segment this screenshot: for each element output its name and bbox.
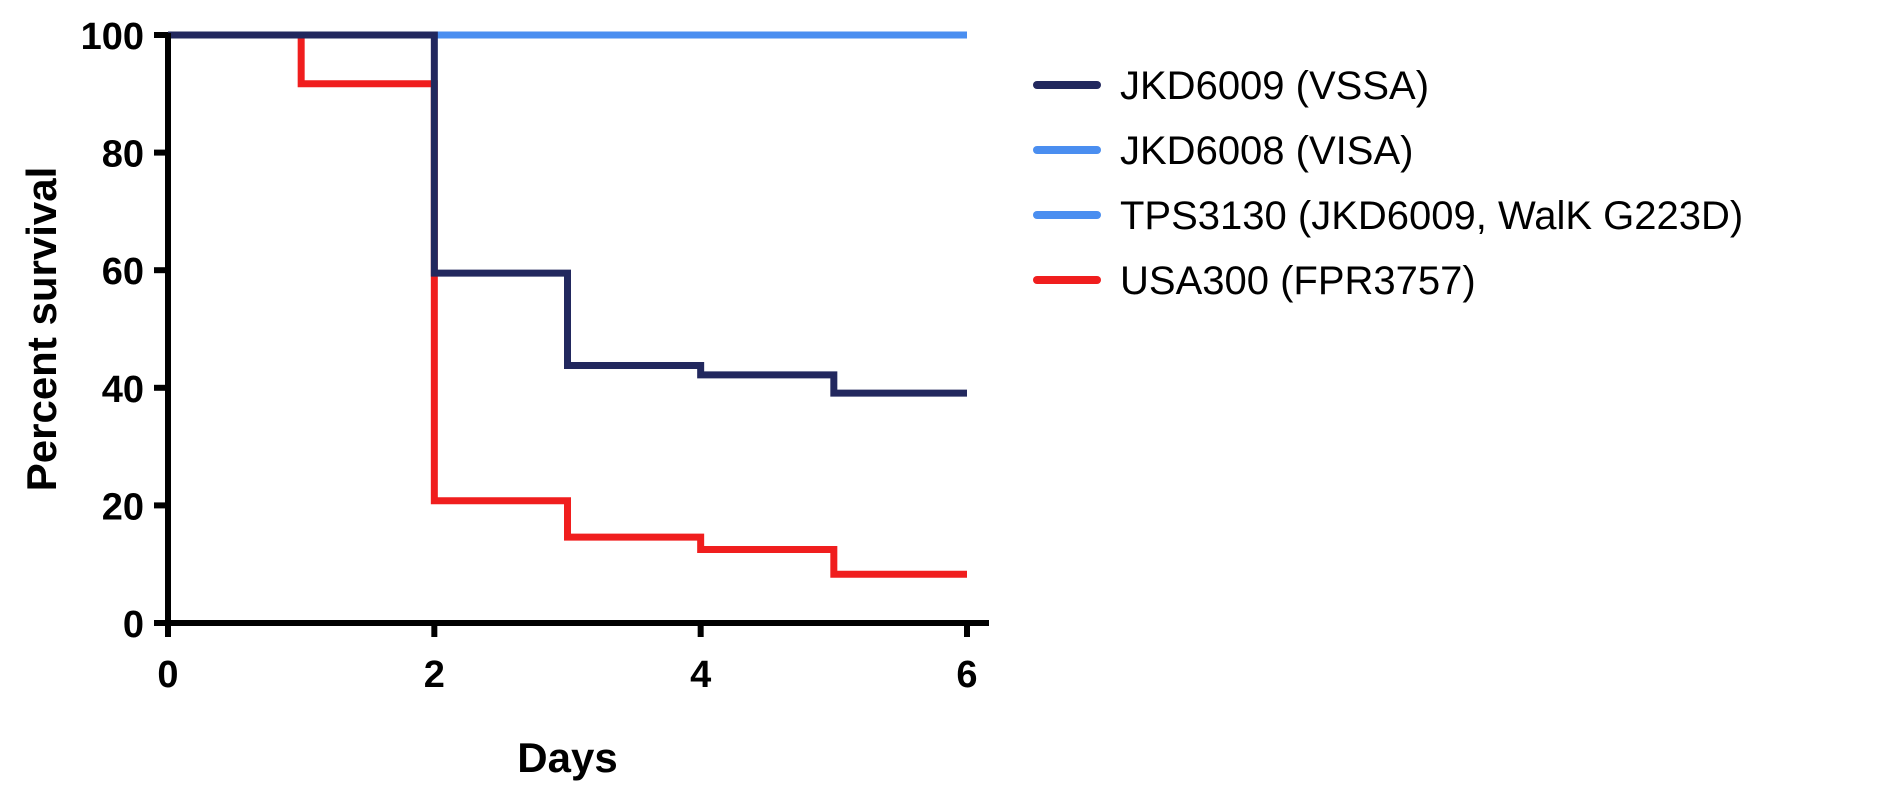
y-tick-label: 80	[102, 134, 144, 176]
legend-label: USA300 (FPR3757)	[1120, 259, 1476, 303]
y-axis-title: Percent survival	[18, 167, 65, 492]
series-line-jkd6009-vssa	[168, 31, 967, 397]
series-line-usa300-fpr3757	[168, 31, 967, 578]
legend-label: JKD6009 (VSSA)	[1120, 64, 1429, 108]
legend-item-jkd6009-vssa: JKD6009 (VSSA)	[1033, 64, 1429, 108]
plot-series	[168, 31, 967, 578]
legend-item-jkd6008-visa: JKD6008 (VISA)	[1033, 129, 1413, 173]
x-tick-label: 6	[956, 654, 977, 696]
legend-label: JKD6008 (VISA)	[1120, 129, 1413, 173]
x-axis-title: Days	[517, 734, 617, 781]
legend-item-tps3130-jkd6009-walk-g223d: TPS3130 (JKD6009, WalK G223D)	[1033, 194, 1743, 238]
legend: JKD6009 (VSSA) JKD6008 (VISA) TPS3130 (JKD…	[1033, 64, 1743, 303]
y-tick-label: 20	[102, 486, 144, 528]
plot-axes: 0 20 40 60 80 100 0 2 4 6 Days Percent survival	[18, 16, 989, 781]
y-tick-label: 0	[123, 604, 144, 646]
y-tick-label: 100	[81, 16, 144, 58]
y-tick-label: 60	[102, 251, 144, 293]
x-tick-label: 0	[157, 654, 178, 696]
x-tick-label: 2	[424, 654, 445, 696]
legend-label: TPS3130 (JKD6009, WalK G223D)	[1120, 194, 1743, 238]
legend-item-usa300-fpr3757: USA300 (FPR3757)	[1033, 259, 1476, 303]
x-tick-label: 4	[690, 654, 711, 696]
y-tick-label: 40	[102, 369, 144, 411]
